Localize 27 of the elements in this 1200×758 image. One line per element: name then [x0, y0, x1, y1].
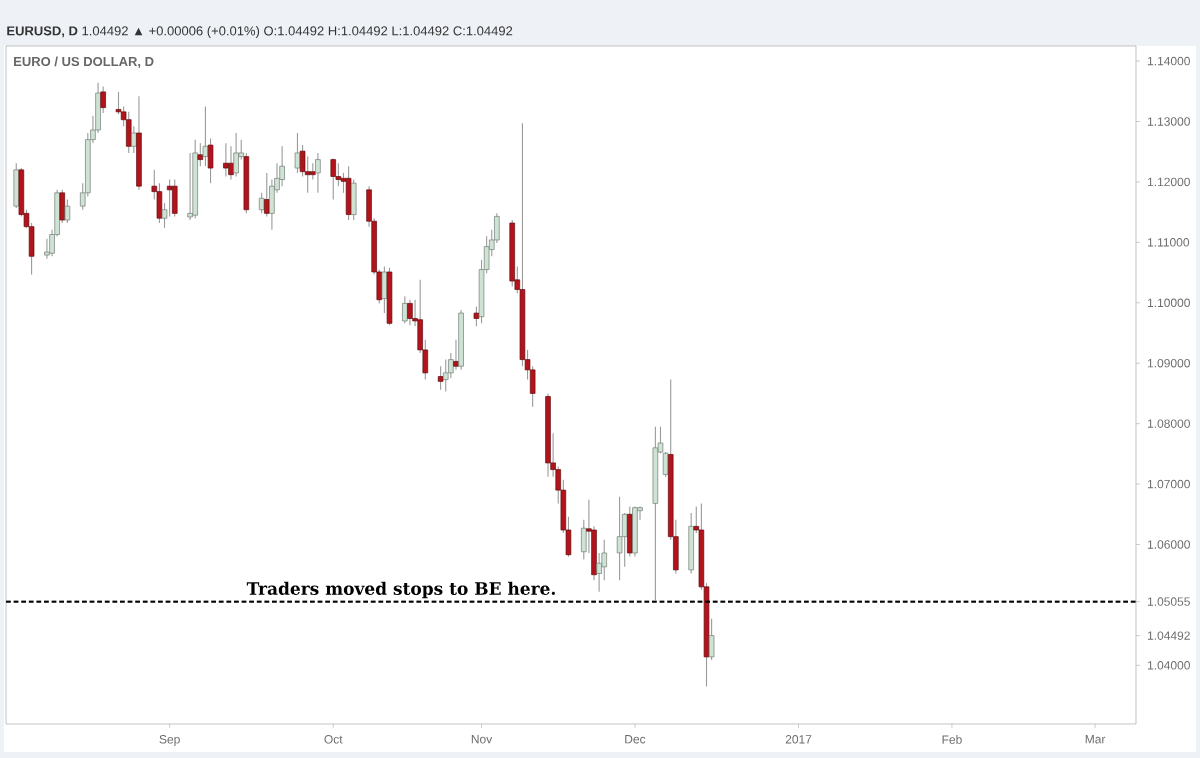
candlestick: [632, 505, 638, 558]
candlestick: [437, 365, 444, 391]
candlestick: [402, 295, 408, 324]
candlestick: [264, 172, 270, 217]
candlestick: [381, 265, 388, 314]
candlestick: [708, 618, 715, 661]
candlestick: [131, 125, 137, 154]
candlestick: [125, 111, 132, 154]
candlestick: [202, 105, 209, 167]
candlestick: [233, 132, 239, 178]
candlestick: [350, 178, 357, 221]
candlestick: [294, 132, 301, 174]
candlestick: [13, 162, 19, 209]
candlestick: [345, 165, 352, 221]
ref-line-label: Traders moved stops to BE here.: [246, 581, 555, 599]
candlestick: [64, 198, 71, 224]
candlestick: [407, 299, 413, 326]
candlestick: [279, 145, 285, 187]
candlestick: [59, 189, 66, 224]
candlestick: [442, 359, 449, 393]
candlestick: [688, 512, 694, 575]
candlestick: [223, 142, 229, 178]
candlestick: [315, 152, 321, 194]
candlestick: [44, 238, 50, 260]
candlestick: [330, 157, 336, 201]
candlestick: [616, 496, 623, 581]
candlestick: [171, 178, 178, 217]
